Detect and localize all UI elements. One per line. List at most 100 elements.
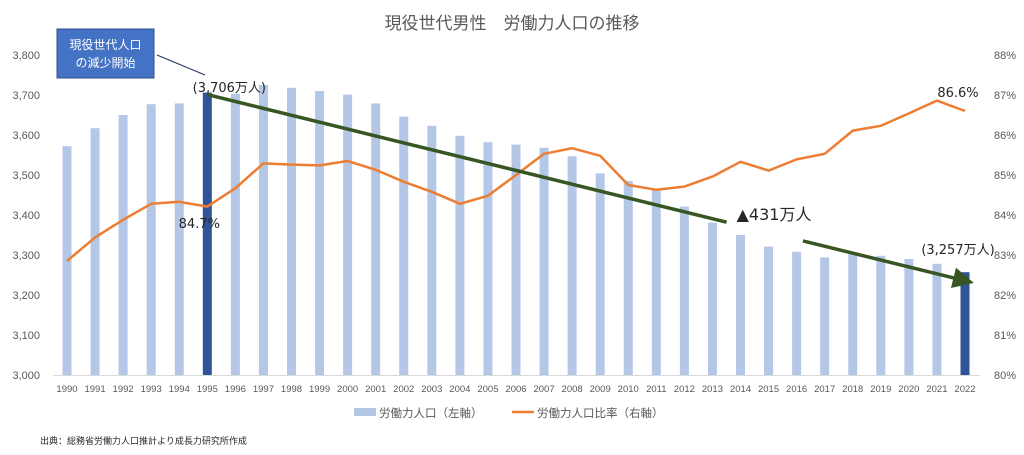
legend-label-line: 労働力人口比率（右軸）	[537, 406, 664, 420]
trend-label: ▲431万人	[737, 205, 812, 224]
x-tick-label: 2008	[562, 384, 583, 395]
x-tick-label: 1997	[253, 384, 274, 395]
right-tick-label: 81%	[994, 330, 1016, 342]
left-tick-label: 3,000	[12, 370, 40, 382]
right-tick-label: 85%	[994, 170, 1016, 182]
x-tick-label: 2018	[842, 384, 863, 395]
bar-series	[62, 85, 970, 376]
legend-swatch-bar	[354, 408, 376, 416]
right-tick-label: 83%	[994, 250, 1016, 262]
x-tick-label: 1996	[225, 384, 246, 395]
right-tick-label: 87%	[994, 90, 1016, 102]
x-tick-label: 2003	[421, 384, 442, 395]
x-tick-label: 2001	[365, 384, 386, 395]
bar-1991	[90, 128, 100, 375]
x-tick-label: 2020	[898, 384, 919, 395]
bar-1994	[174, 103, 184, 376]
x-tick-label: 1992	[113, 384, 134, 395]
right-tick-label: 82%	[994, 290, 1016, 302]
bar-2021	[932, 263, 942, 375]
bar-2019	[876, 255, 886, 375]
x-tick-label: 2004	[449, 384, 470, 395]
callout-box	[56, 28, 155, 79]
bar-2012	[679, 206, 689, 375]
x-tick-label: 2011	[646, 384, 666, 395]
bar-2007	[539, 147, 549, 375]
bar-2011	[651, 190, 661, 375]
chart-title: 現役世代男性 労働力人口の推移	[385, 14, 640, 34]
x-tick-label: 2005	[477, 384, 498, 395]
ratio-1995-label: 84.7%	[179, 217, 220, 232]
bar-1995	[202, 92, 212, 375]
end-bar-label: (3,257万人)	[921, 243, 994, 258]
bar-2016	[792, 251, 802, 375]
bar-2022	[960, 272, 970, 375]
left-tick-label: 3,200	[12, 290, 40, 302]
left-tick-label: 3,700	[12, 90, 40, 102]
x-tick-label: 1994	[169, 384, 190, 395]
bar-2015	[764, 246, 774, 375]
right-tick-label: 84%	[994, 210, 1016, 222]
x-tick-label: 2015	[758, 384, 779, 395]
x-tick-label: 1993	[141, 384, 162, 395]
right-axis: 80% 81% 82% 83% 84% 85% 86% 87% 88%	[994, 50, 1016, 382]
x-axis: 1990 1991 1992 1993 1994 1995 1996 1997 1998 1999…	[56, 384, 975, 395]
peak-bar-label: (3,706万人)	[193, 81, 266, 96]
left-tick-label: 3,800	[12, 50, 40, 62]
x-tick-label: 2019	[870, 384, 891, 395]
x-tick-label: 2021	[926, 384, 947, 395]
left-tick-label: 3,100	[12, 330, 40, 342]
bar-2017	[820, 257, 830, 375]
x-tick-label: 2017	[814, 384, 835, 395]
bar-2018	[848, 253, 858, 375]
x-tick-label: 2022	[954, 384, 975, 395]
x-tick-label: 1991	[84, 384, 105, 395]
bar-1996	[230, 93, 240, 376]
callout-line-2: の減少開始	[75, 55, 135, 70]
x-tick-label: 1995	[197, 384, 218, 395]
x-tick-label: 1998	[281, 384, 302, 395]
bar-2001	[371, 103, 381, 376]
ratio-2022-label: 86.6%	[937, 86, 978, 101]
left-tick-label: 3,300	[12, 250, 40, 262]
left-tick-label: 3,600	[12, 130, 40, 142]
x-tick-label: 1990	[56, 384, 77, 395]
left-tick-label: 3,500	[12, 170, 40, 182]
bar-1999	[315, 91, 325, 375]
bar-2010	[623, 181, 633, 375]
x-tick-label: 2016	[786, 384, 807, 395]
bar-2009	[595, 173, 605, 375]
right-tick-label: 80%	[994, 370, 1016, 382]
trend-arrow	[802, 239, 974, 289]
x-tick-label: 2010	[618, 384, 639, 395]
left-axis: 3,000 3,100 3,200 3,300 3,400 3,500 3,600 3,700…	[12, 50, 40, 382]
x-tick-label: 2012	[674, 384, 695, 395]
bar-2002	[399, 116, 409, 375]
right-tick-label: 86%	[994, 130, 1016, 142]
bar-2020	[904, 259, 914, 375]
bar-2003	[427, 125, 437, 375]
bar-1993	[146, 104, 156, 375]
x-tick-label: 2006	[505, 384, 526, 395]
bar-2004	[455, 135, 465, 375]
x-tick-label: 2013	[702, 384, 723, 395]
right-tick-label: 88%	[994, 50, 1016, 62]
bar-1997	[258, 85, 268, 375]
x-tick-label: 2014	[730, 384, 751, 395]
bar-2006	[511, 144, 521, 375]
bar-2014	[736, 235, 745, 375]
bar-1992	[118, 115, 128, 375]
bar-2013	[707, 222, 717, 375]
trend-arrow-segment	[206, 92, 728, 224]
x-tick-label: 2002	[393, 384, 414, 395]
x-tick-label: 2009	[590, 384, 611, 395]
x-tick-label: 2000	[337, 384, 358, 395]
callout-leader-line	[156, 54, 206, 76]
legend-label-bar: 労働力人口（左軸）	[379, 406, 483, 420]
left-tick-label: 3,400	[12, 210, 40, 222]
bar-2005	[483, 142, 493, 375]
callout: 現役世代人口 の減少開始	[56, 28, 206, 79]
callout-line-1: 現役世代人口	[69, 37, 141, 52]
bar-2008	[567, 156, 577, 375]
